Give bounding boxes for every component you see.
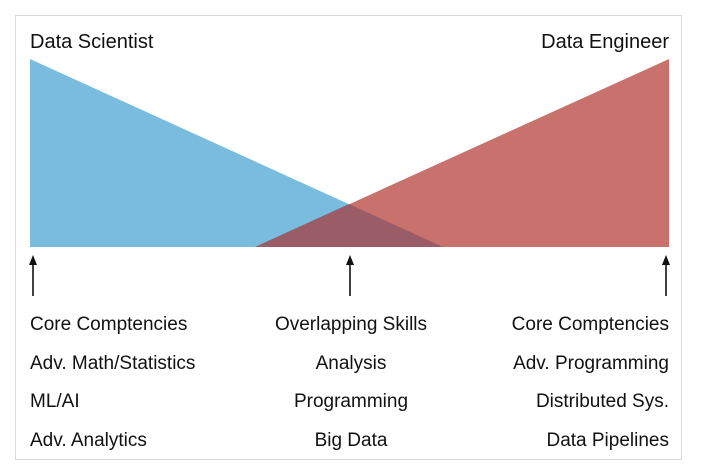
engineer-skill-item: Adv. Programming: [513, 352, 669, 374]
data-engineer-triangle: [255, 59, 669, 247]
scientist-skill-item: ML/AI: [30, 391, 80, 412]
scientist-skill-item: Adv. Analytics: [30, 429, 147, 451]
overlap-skills-column: Overlapping Skills Analysis Programming …: [245, 306, 457, 460]
engineer-skills-column: Core Comptencies Adv. Programming Distri…: [512, 306, 669, 460]
overlap-skill-item: Analysis: [315, 352, 387, 374]
scientist-skills-column: Core Comptencies Adv. Math/Statistics ML…: [30, 306, 195, 460]
data-scientist-title: Data Scientist: [30, 31, 154, 53]
engineer-skill-item: Data Pipelines: [546, 429, 669, 451]
overlap-column-header: Overlapping Skills: [274, 314, 428, 335]
arrow-right: [662, 255, 670, 296]
data-scientist-triangle: [30, 59, 443, 247]
data-engineer-title: Data Engineer: [541, 31, 669, 53]
arrow-middle: [346, 255, 354, 296]
engineer-skill-item: Distributed Sys.: [535, 391, 669, 412]
arrow-left: [29, 255, 37, 296]
engineer-column-header: Core Comptencies: [511, 314, 669, 335]
overlap-skill-item: Programming: [293, 391, 409, 412]
scientist-skill-item: Adv. Math/Statistics: [30, 352, 196, 374]
overlap-skill-item: Big Data: [314, 429, 388, 451]
overlap-region: [255, 204, 443, 247]
scientist-column-header: Core Comptencies: [30, 314, 188, 335]
